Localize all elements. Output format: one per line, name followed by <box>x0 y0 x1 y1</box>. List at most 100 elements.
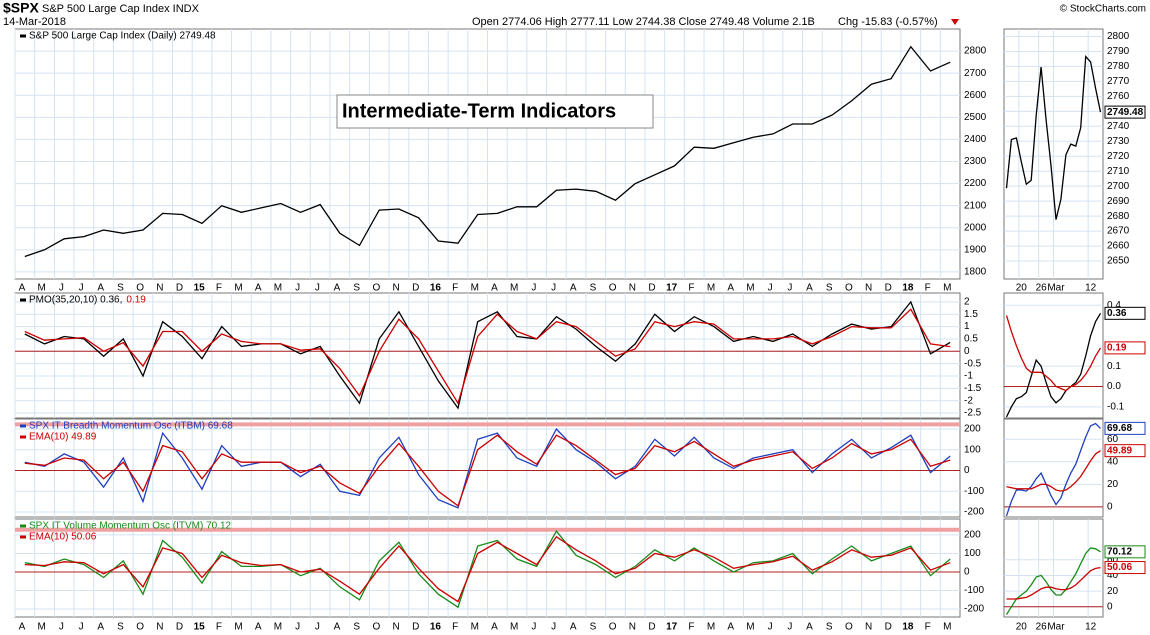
x-tick-label: D <box>648 283 655 294</box>
x-tick-label: D <box>412 622 419 633</box>
y-tick-label: 1900 <box>964 244 987 255</box>
x-tick-label: A <box>334 283 341 294</box>
y-tick-label: -0.1 <box>1107 401 1125 412</box>
y-tick-label: 2800 <box>964 46 987 57</box>
y-tick-label: 60 <box>1107 554 1119 565</box>
x-tick-label: O <box>136 622 144 633</box>
value-box <box>1104 105 1146 119</box>
y-tick-label: 2720 <box>1107 151 1130 162</box>
y-tick-label: 100 <box>964 548 981 559</box>
x-tick-label: A <box>255 622 262 633</box>
x-tick-label: M <box>471 622 479 633</box>
legend-label: SPX IT Breadth Momentum Osc (ITBM) 69.68 <box>29 421 233 432</box>
y-tick-label: 60 <box>1107 434 1119 445</box>
x-tick-label: A <box>727 283 734 294</box>
value-label: 69.68 <box>1107 423 1132 434</box>
y-tick-label: 2800 <box>1107 31 1130 42</box>
x-tick-label: 16 <box>430 283 442 294</box>
y-tick-label: 1.5 <box>964 309 978 320</box>
x-tick-label: O <box>136 283 144 294</box>
y-tick-label: 2690 <box>1107 196 1130 207</box>
y-tick-label: 2700 <box>1107 181 1130 192</box>
y-tick-label: 100 <box>964 444 981 455</box>
x-tick-label: F <box>216 622 222 633</box>
x-tick-label: M <box>274 283 282 294</box>
y-tick-label: 2740 <box>1107 121 1130 132</box>
y-tick-label: 0 <box>1107 502 1113 513</box>
down-arrow <box>951 19 959 25</box>
series-line <box>24 535 951 603</box>
x-tick-label: O <box>609 283 617 294</box>
y-tick-label: 20 <box>1107 586 1119 597</box>
x-tick-label: 26 <box>1036 622 1048 633</box>
x-tick-label: A <box>97 622 104 633</box>
x-tick-label: M <box>707 283 715 294</box>
x-tick-label: M <box>746 283 754 294</box>
x-tick-label: S <box>590 622 597 633</box>
y-tick-label: 200 <box>964 530 981 541</box>
x-tick-label: A <box>491 283 498 294</box>
y-tick-label: 2200 <box>964 178 987 189</box>
x-tick-label: M <box>471 283 479 294</box>
x-tick-label: S <box>826 622 833 633</box>
x-tick-label: J <box>768 622 773 633</box>
x-tick-label: A <box>491 622 498 633</box>
source: © StockCharts.com <box>1060 4 1146 15</box>
series-line <box>1005 312 1102 418</box>
x-tick-label: N <box>865 283 872 294</box>
value-label: 50.06 <box>1107 562 1132 573</box>
x-tick-label: D <box>885 283 892 294</box>
y-tick-label: -100 <box>964 585 984 596</box>
x-tick-label: O <box>609 622 617 633</box>
symbol: $SPX <box>3 0 39 16</box>
security-name: S&P 500 Large Cap Index INDX <box>42 3 200 15</box>
x-tick-label: 18 <box>902 622 914 633</box>
y-tick-label: 2770 <box>1107 76 1130 87</box>
y-tick-label: 2100 <box>964 200 987 211</box>
x-tick-label: A <box>255 283 262 294</box>
x-tick-label: 26 <box>1036 283 1048 294</box>
y-tick-label: 2650 <box>1107 256 1130 267</box>
x-tick-label: A <box>334 622 341 633</box>
x-tick-label: F <box>688 283 694 294</box>
x-tick-label: 17 <box>666 283 678 294</box>
x-tick-label: S <box>826 283 833 294</box>
x-tick-label: S <box>117 283 124 294</box>
x-tick-label: J <box>551 622 556 633</box>
y-tick-label: 0 <box>1107 601 1113 612</box>
y-tick-label: -1 <box>964 371 973 382</box>
x-tick-label: M <box>707 622 715 633</box>
x-tick-label: J <box>59 622 64 633</box>
x-tick-label: J <box>787 283 792 294</box>
x-tick-label: N <box>865 622 872 633</box>
y-tick-label: -1.5 <box>964 383 982 394</box>
y-tick-label: 2790 <box>1107 46 1130 57</box>
y-tick-label: 1 <box>964 321 970 332</box>
legend-label: SPX IT Volume Momentum Osc (ITVM) 70.12 <box>29 521 232 532</box>
x-tick-label: 12 <box>1085 283 1097 294</box>
x-tick-label: J <box>531 283 536 294</box>
y-tick-label: 2 <box>964 297 970 308</box>
x-tick-label: D <box>176 622 183 633</box>
x-tick-label: J <box>79 622 84 633</box>
x-tick-label: F <box>452 622 458 633</box>
x-tick-label: A <box>19 283 26 294</box>
y-tick-label: 1800 <box>964 267 987 278</box>
x-tick-label: M <box>943 622 951 633</box>
series-line <box>1006 450 1101 492</box>
y-tick-label: 2600 <box>964 90 987 101</box>
series-line <box>1006 566 1101 600</box>
value-label: 49.89 <box>1107 445 1132 456</box>
series-line <box>1005 55 1102 220</box>
y-tick-label: -2.5 <box>964 408 982 419</box>
y-tick-label: 0.4 <box>1107 300 1121 311</box>
x-tick-label: 20 <box>1016 283 1028 294</box>
x-tick-label: J <box>295 283 300 294</box>
x-tick-label: M <box>38 283 46 294</box>
y-tick-label: -2 <box>964 395 973 406</box>
x-tick-label: A <box>570 283 577 294</box>
x-tick-label: M <box>234 283 242 294</box>
value-label: 2749.48 <box>1107 107 1144 118</box>
y-tick-label: -200 <box>964 604 984 615</box>
y-tick-label: 2700 <box>964 68 987 79</box>
